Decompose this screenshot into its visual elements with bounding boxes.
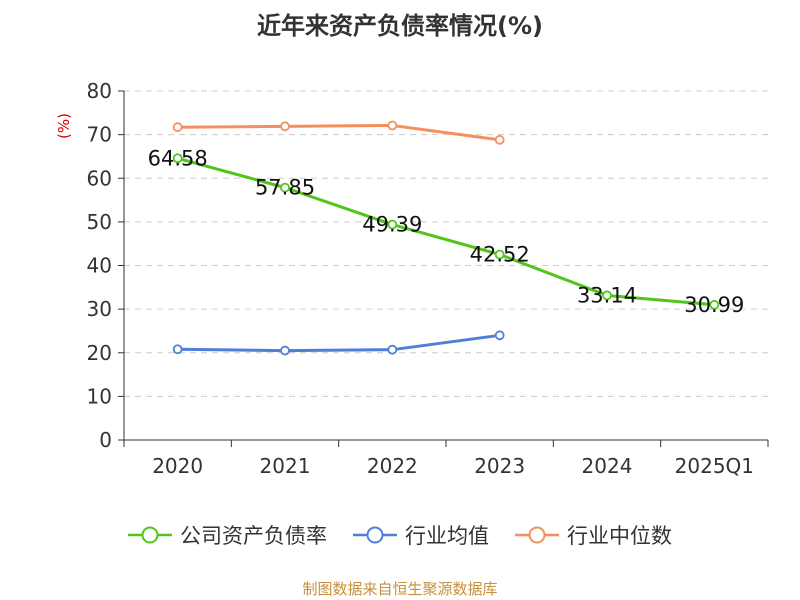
y-axis-label: (%)	[55, 113, 73, 139]
y-tick-label: 40	[87, 254, 112, 278]
axes: 0 10 20 30 40 50 60 70 80 (%) 2020 2021 2022 2023 2024…	[55, 79, 769, 478]
chart-title: 近年来资产负债率情况(%)	[257, 12, 543, 40]
legend-marker-icon	[353, 526, 397, 544]
x-tick-label: 2024	[582, 454, 633, 478]
legend-item-company[interactable]: 公司资产负债率	[128, 520, 327, 550]
y-tick-label: 30	[87, 297, 112, 321]
y-tick-label: 20	[87, 341, 112, 365]
data-point	[172, 153, 183, 164]
source-note: 制图数据来自恒生聚源数据库	[302, 580, 498, 598]
legend-label: 行业均值	[405, 524, 489, 548]
data-point	[280, 182, 290, 193]
data-labels: 64.58 57.85 49.39 42.52 33.14 30.99	[148, 146, 745, 317]
legend: 公司资产负债率 行业均值 行业中位数	[0, 520, 800, 550]
data-point	[387, 120, 398, 131]
data-point	[602, 290, 612, 301]
y-tick-label: 70	[87, 123, 112, 147]
data-label: 42.52	[470, 243, 530, 267]
legend-marker-icon	[515, 526, 559, 544]
x-tick-label: 2022	[367, 454, 418, 478]
y-tick-label: 50	[87, 210, 112, 234]
data-label: 33.14	[577, 283, 637, 307]
legend-label: 行业中位数	[567, 524, 672, 548]
x-tick-label: 2023	[474, 454, 525, 478]
y-tick-label: 10	[87, 384, 112, 408]
data-point	[280, 121, 290, 132]
data-point	[709, 299, 720, 310]
data-point	[387, 344, 398, 355]
data-label: 30.99	[684, 293, 744, 317]
data-point	[172, 344, 183, 355]
legend-label: 公司资产负债率	[180, 524, 327, 548]
y-tick-label: 0	[99, 428, 112, 452]
data-label: 64.58	[148, 146, 208, 170]
series-line	[176, 333, 502, 353]
legend-item-industry-median[interactable]: 行业中位数	[515, 520, 672, 550]
data-point	[494, 249, 505, 260]
grid-lines	[124, 90, 768, 397]
x-tick-label: 2021	[260, 454, 311, 478]
series-line	[176, 156, 716, 307]
legend-marker-icon	[128, 526, 172, 544]
legend-item-industry-mean[interactable]: 行业均值	[353, 520, 489, 550]
data-point	[172, 122, 183, 133]
x-tick-label: 2025Q1	[675, 454, 754, 478]
data-label: 57.85	[255, 176, 315, 200]
x-tick-label: 2020	[152, 454, 203, 478]
data-point	[387, 219, 398, 230]
data-label: 49.39	[362, 213, 422, 237]
data-point	[494, 330, 505, 341]
series-line	[176, 123, 502, 142]
data-point	[280, 345, 290, 356]
y-tick-label: 80	[87, 79, 112, 103]
series-lines	[172, 120, 720, 356]
data-point	[494, 134, 505, 145]
y-tick-label: 60	[87, 166, 112, 190]
